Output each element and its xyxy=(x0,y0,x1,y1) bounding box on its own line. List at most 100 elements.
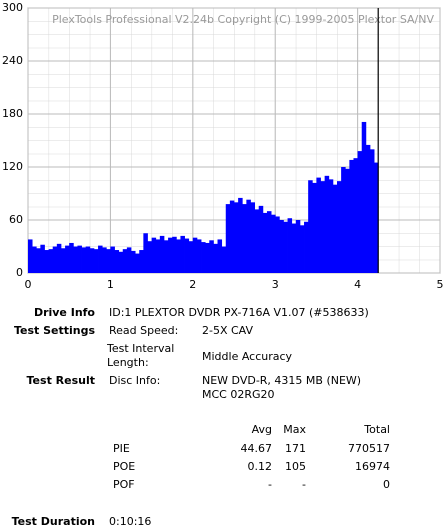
bar xyxy=(32,246,37,273)
bar xyxy=(143,233,148,273)
y-tick-label: 60 xyxy=(9,213,23,226)
bar xyxy=(180,235,185,273)
setting-value: 2-5X CAV xyxy=(202,324,254,337)
bar xyxy=(93,249,99,273)
bar xyxy=(266,211,272,273)
bar xyxy=(328,179,334,273)
info-label: Test Settings xyxy=(14,324,96,337)
bar xyxy=(102,247,107,273)
stats-value: - xyxy=(302,478,306,491)
bar xyxy=(184,238,190,273)
bar xyxy=(139,250,144,273)
bar xyxy=(118,251,124,273)
stats-header: Max xyxy=(283,423,306,436)
bar xyxy=(69,242,74,273)
bar xyxy=(221,246,227,273)
stats-value: 44.67 xyxy=(241,442,273,455)
stats-header: Avg xyxy=(252,423,272,436)
bar xyxy=(89,248,95,273)
bar xyxy=(324,175,330,273)
bar xyxy=(192,237,198,273)
bar xyxy=(365,144,371,273)
bar xyxy=(291,223,297,273)
stats-value: 16974 xyxy=(355,460,390,473)
bar xyxy=(172,236,177,273)
bar xyxy=(163,240,169,273)
bar xyxy=(246,199,251,273)
bar xyxy=(44,250,49,273)
stats-value: 0.12 xyxy=(248,460,273,473)
bar xyxy=(36,248,41,273)
setting-key: Read Speed: xyxy=(109,324,178,337)
bar xyxy=(254,209,260,273)
x-tick-label: 4 xyxy=(354,278,361,291)
stats-name: PIE xyxy=(113,442,130,455)
y-tick-label: 120 xyxy=(2,160,23,173)
result-line: NEW DVD-R, 4315 MB (NEW) xyxy=(202,374,361,387)
bar xyxy=(209,240,214,273)
info-label: Test Result xyxy=(27,374,95,387)
bar xyxy=(250,202,255,273)
bar xyxy=(176,239,181,273)
bar xyxy=(77,245,82,273)
bar xyxy=(234,202,239,273)
bar xyxy=(188,241,194,273)
bar xyxy=(283,221,288,273)
watermark: PlexTools Professional V2.24b Copyright … xyxy=(52,13,434,26)
bar xyxy=(126,247,132,273)
setting-key: Test Interval Length: xyxy=(107,342,175,369)
y-tick-label: 0 xyxy=(16,266,23,279)
stats-name: POE xyxy=(113,460,135,473)
stats-header: Total xyxy=(363,423,390,436)
bar xyxy=(114,250,120,273)
bar xyxy=(349,159,354,273)
stats-value: - xyxy=(268,478,272,491)
info-value: 0:10:16 xyxy=(109,515,151,528)
bar xyxy=(98,245,103,273)
bar xyxy=(60,248,66,273)
bar xyxy=(122,249,128,273)
bar xyxy=(135,253,140,273)
bar xyxy=(345,168,350,273)
setting-value: Middle Accuracy xyxy=(202,350,293,363)
bar xyxy=(28,239,33,273)
bar xyxy=(205,242,210,273)
y-tick-label: 240 xyxy=(2,54,23,67)
bar xyxy=(56,243,62,273)
bar xyxy=(81,247,87,273)
stats-value: 105 xyxy=(285,460,306,473)
bar xyxy=(308,180,313,273)
bar xyxy=(40,244,45,273)
bar xyxy=(225,204,231,273)
bar xyxy=(357,151,363,273)
bar xyxy=(155,239,161,273)
bar xyxy=(238,197,243,273)
bar xyxy=(275,216,280,273)
info-label: Test Duration xyxy=(12,515,95,528)
setting-key-box: Test Interval Length: xyxy=(107,342,175,369)
bar xyxy=(258,205,264,273)
y-tick-label: 180 xyxy=(2,107,23,120)
x-tick-label: 1 xyxy=(107,278,114,291)
y-tick-label: 300 xyxy=(2,1,23,14)
stats-value: 770517 xyxy=(348,442,390,455)
bar xyxy=(374,162,379,273)
bar xyxy=(304,221,309,273)
stats-value: 0 xyxy=(383,478,390,491)
bar xyxy=(295,220,301,273)
x-tick-label: 3 xyxy=(272,278,279,291)
bar xyxy=(299,225,305,273)
bar xyxy=(213,243,218,273)
result-line: MCC 02RG20 xyxy=(202,388,275,401)
bar xyxy=(52,246,58,273)
bar xyxy=(131,250,136,273)
x-tick-label: 2 xyxy=(189,278,196,291)
stats-value: 171 xyxy=(285,442,306,455)
bar xyxy=(168,237,173,273)
bar xyxy=(337,181,342,273)
info-label: Drive Info xyxy=(34,306,95,319)
bar xyxy=(85,246,91,273)
bar xyxy=(65,245,70,273)
